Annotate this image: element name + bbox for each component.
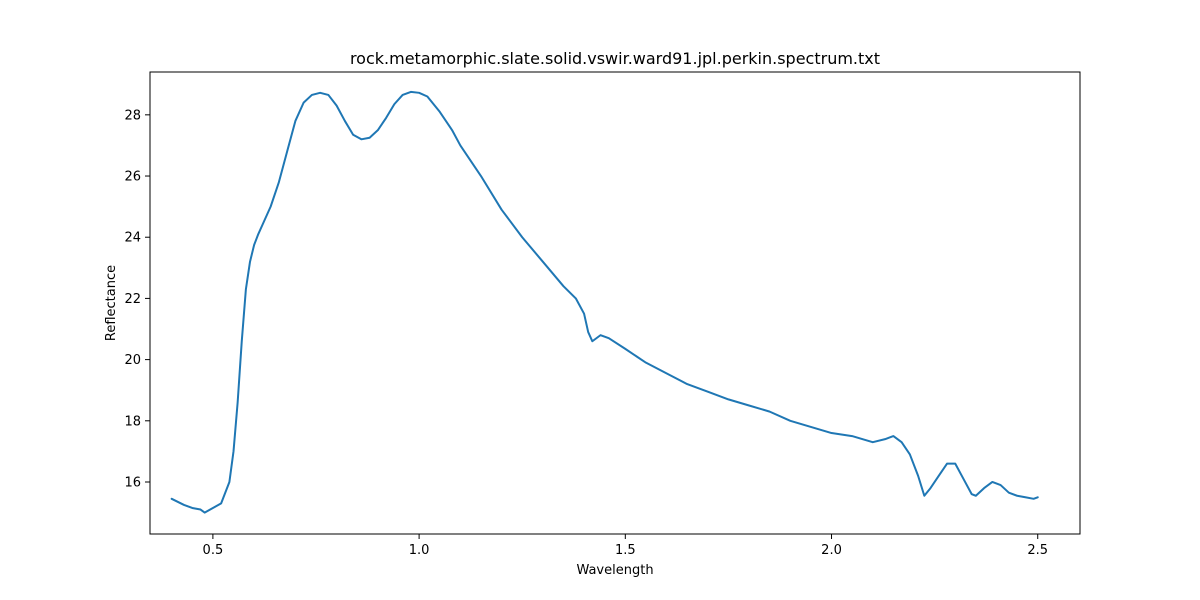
y-axis-ticks: 16 18 20 22 24 26 28 bbox=[124, 108, 150, 490]
plot-area bbox=[150, 72, 1080, 534]
chart-title: rock.metamorphic.slate.solid.vswir.ward9… bbox=[350, 49, 880, 68]
plot-frame bbox=[149, 71, 1081, 535]
y-tick-label: 26 bbox=[124, 170, 141, 185]
y-tick-label: 20 bbox=[124, 353, 141, 368]
y-tick-label: 28 bbox=[124, 108, 141, 123]
x-axis-label: Wavelength bbox=[576, 563, 653, 578]
y-axis-label: Reflectance bbox=[104, 265, 119, 341]
x-axis-ticks: 0.5 1.0 1.5 2.0 2.5 bbox=[203, 534, 1048, 558]
x-tick-label: 1.5 bbox=[615, 543, 636, 558]
y-tick-label: 16 bbox=[124, 475, 141, 490]
x-tick-label: 2.5 bbox=[1027, 543, 1048, 558]
x-tick-label: 0.5 bbox=[203, 543, 224, 558]
y-tick-label: 22 bbox=[124, 292, 141, 307]
y-tick-label: 18 bbox=[124, 414, 141, 429]
y-tick-label: 24 bbox=[124, 231, 141, 246]
x-tick-label: 2.0 bbox=[821, 543, 842, 558]
x-tick-label: 1.0 bbox=[409, 543, 430, 558]
spectrum-line bbox=[170, 90, 1039, 514]
